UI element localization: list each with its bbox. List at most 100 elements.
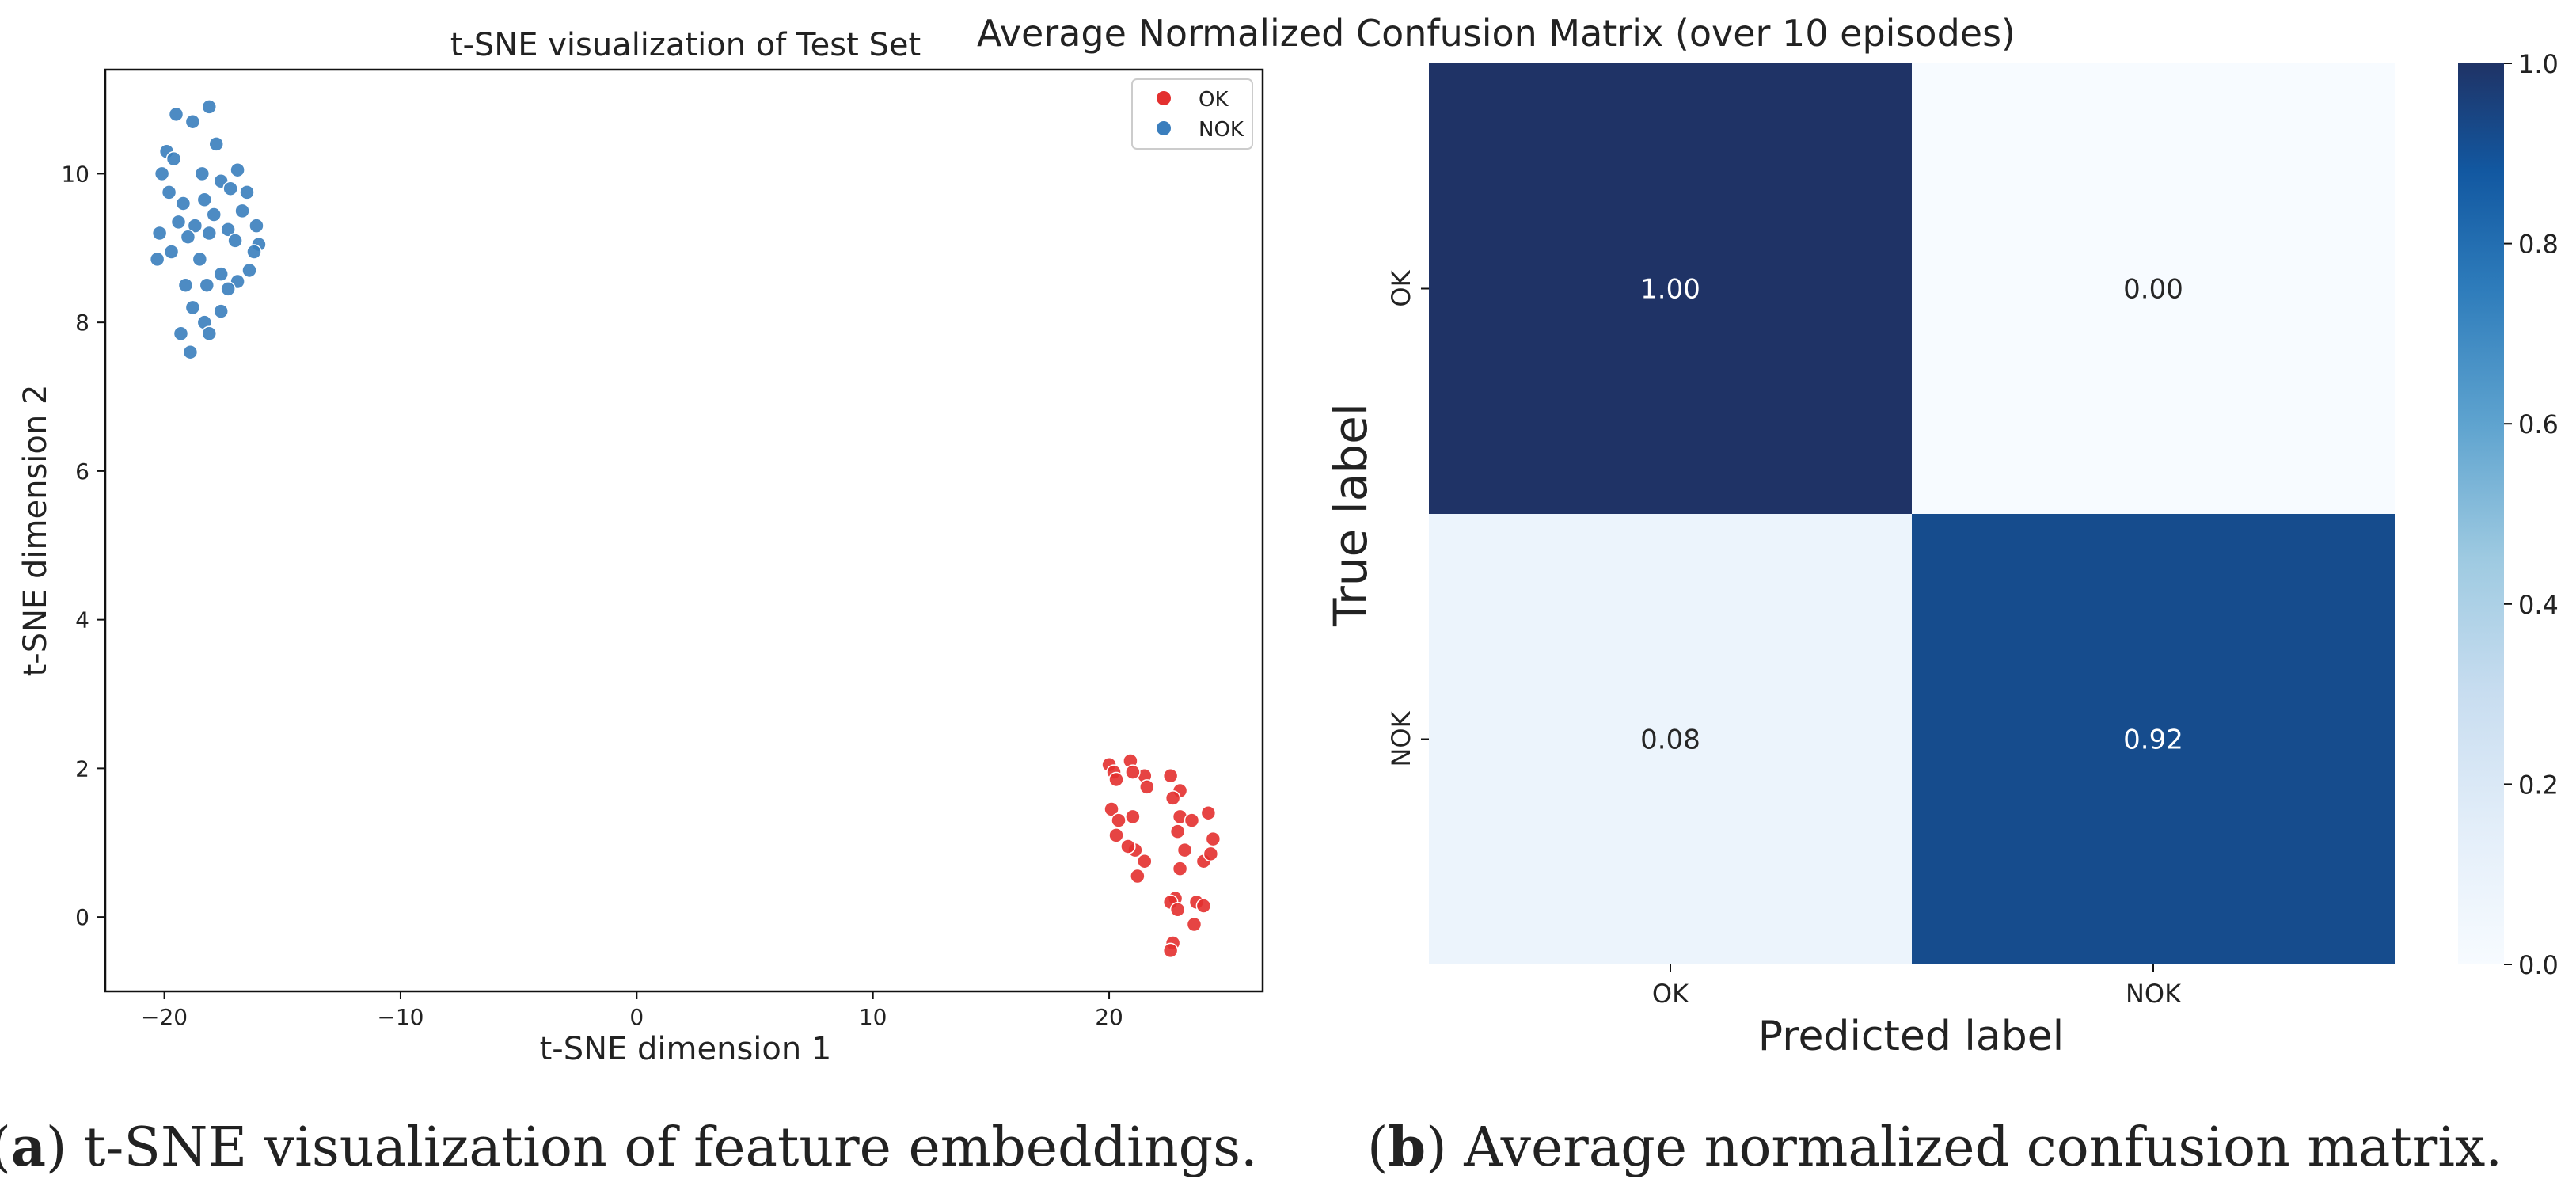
scatter-point-nok [201,225,218,242]
scatter-title: t-SNE visualization of Test Set [450,27,921,63]
scatter-x-axis-label: t-SNE dimension 1 [540,1031,832,1067]
scatter-point-ok [1162,768,1179,784]
scatter-point-ok [1169,823,1186,839]
tsne-scatter-panel: t-SNE visualization of Test Set −20 −10 0 1… [17,27,1264,1067]
scatter-point-nok [177,277,194,293]
cm-cell-label: 0.00 [2123,274,2183,306]
x-tick-label: −20 [141,1004,188,1030]
x-tick-label: 10 [859,1004,887,1030]
cm-cell [1912,63,2395,514]
scatter-point-nok [196,192,213,208]
colorbar-tick-label: 0.0 [2518,950,2559,980]
cm-cell [1912,514,2395,964]
scatter-point-nok [151,225,168,242]
scatter-point-ok [1108,771,1124,788]
scatter-point-ok [1111,812,1127,828]
scatter-point-nok [206,207,222,222]
scatter-point-nok [199,277,215,293]
scatter-point-nok [213,303,229,319]
scatter-point-ok [1172,861,1188,877]
cm-cells: 1.00 0.00 0.08 0.92 [1429,63,2395,964]
colorbar-ticks: 0.0 0.2 0.4 0.6 0.8 1.0 [2504,49,2559,980]
cm-x-tick-label: OK [1652,979,1689,1009]
scatter-point-nok [194,165,211,182]
scatter-point-nok [213,266,229,282]
scatter-point-ok [1120,839,1136,854]
scatter-point-ok [1176,842,1193,858]
scatter-point-nok [222,181,238,196]
scatter-point-nok [234,203,250,219]
scatter-point-nok [192,251,208,268]
cm-y-axis-label: True label [1324,403,1377,627]
caption-b-letter: b [1389,1116,1427,1179]
scatter-point-ok [1203,846,1219,862]
scatter-point-nok [173,325,189,341]
scatter-point-nok [149,251,165,268]
y-tick-label: 4 [75,607,89,633]
scatter-points [149,99,1222,959]
scatter-point-nok [168,106,184,123]
legend-ok-label: OK [1199,88,1229,112]
cm-ticks: OK NOK OK NOK [1386,269,2182,1009]
scatter-point-nok [154,165,170,182]
scatter-point-nok [170,214,187,230]
scatter-point-ok [1169,901,1186,918]
colorbar-tick-label: 1.0 [2518,49,2559,79]
scatter-point-nok [180,229,196,245]
scatter-plot-frame [104,68,1264,993]
legend-ok-marker [1157,91,1171,105]
scatter-point-ok [1125,764,1141,780]
scatter-point-nok [201,99,218,115]
scatter-point-nok [187,218,203,234]
scatter-point-nok [165,150,182,167]
colorbar-tick-label: 0.8 [2518,230,2559,260]
scatter-point-ok [1130,868,1146,884]
caption-b-text: ) Average normalized confusion matrix. [1426,1116,2502,1179]
x-tick-label: −10 [377,1004,424,1030]
y-tick-label: 0 [75,904,89,930]
scatter-axes: −20 −10 0 10 20 0 2 4 6 8 10 [61,161,1123,1030]
colorbar-tick-label: 0.2 [2518,770,2559,800]
scatter-point-nok [246,244,262,260]
scatter-point-ok [1195,898,1212,914]
confusion-matrix-panel: Average Normalized Confusion Matrix (ove… [977,12,2559,1060]
scatter-point-ok [1108,827,1124,843]
caption-b: (b) Average normalized confusion matrix. [1367,1116,2502,1179]
scatter-point-nok [220,222,236,238]
scatter-point-nok [220,281,236,297]
scatter-point-nok [249,218,264,234]
caption-a-letter: a [11,1116,46,1179]
caption-a-text: ) t-SNE visualization of feature embeddi… [46,1116,1258,1179]
scatter-point-nok [227,233,243,249]
caption-a: (a) t-SNE visualization of feature embed… [0,1116,1258,1179]
scatter-point-ok [1137,853,1153,869]
scatter-point-ok [1125,808,1141,825]
scatter-point-nok [184,299,201,316]
scatter-point-ok [1139,779,1155,795]
scatter-legend: OK NOK [1131,78,1253,150]
scatter-point-ok [1165,790,1181,806]
legend-nok-marker [1157,121,1171,135]
scatter-point-nok [201,325,218,341]
cm-x-tick-label: NOK [2126,979,2182,1009]
cm-x-axis-label: Predicted label [1758,1013,2064,1060]
cm-title: Average Normalized Confusion Matrix (ove… [977,12,2016,55]
y-tick-label: 2 [75,755,89,782]
scatter-point-nok [184,113,201,130]
scatter-y-axis-label: t-SNE dimension 2 [17,385,54,677]
cm-y-tick-label: NOK [1386,710,1416,766]
scatter-point-ok [1184,812,1200,828]
cm-cell-label: 1.00 [1640,274,1700,306]
cm-cell-label: 0.92 [2123,725,2183,756]
colorbar [2458,63,2504,964]
scatter-point-nok [239,184,255,200]
scatter-point-ok [1200,804,1217,821]
cm-cell [1429,514,1912,964]
colorbar-tick-label: 0.6 [2518,409,2559,439]
scatter-point-nok [175,196,192,211]
x-tick-label: 20 [1095,1004,1123,1030]
scatter-point-nok [161,184,177,200]
colorbar-tick-label: 0.4 [2518,590,2559,620]
scatter-point-nok [163,244,180,260]
